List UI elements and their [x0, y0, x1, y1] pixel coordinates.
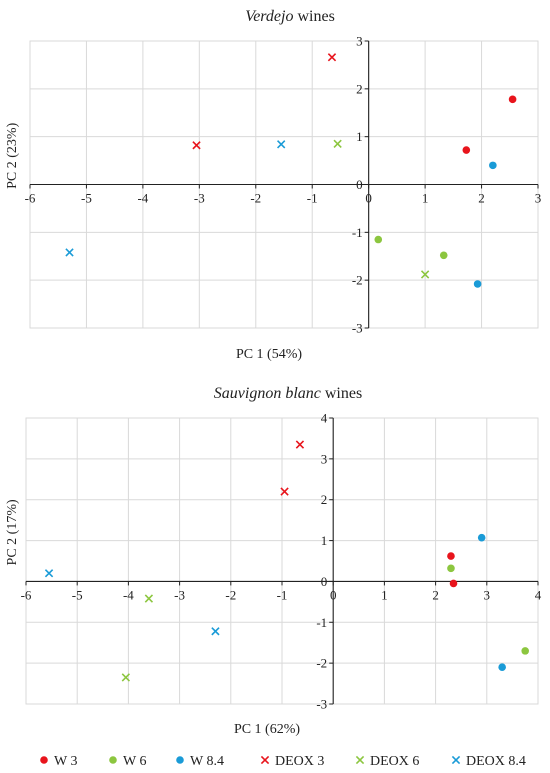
x-tick-label: -4 [137, 191, 148, 206]
data-point-deox84 [44, 569, 54, 578]
data-point-deox3 [192, 141, 201, 150]
x-tick-label: 1 [422, 191, 429, 206]
legend-label-w6: W 6 [123, 754, 146, 769]
data-point-w6 [439, 251, 448, 260]
x-axis-title: PC 1 (54%) [236, 347, 302, 362]
chart-title: Sauvignon blanc wines [214, 385, 362, 402]
y-tick-label: 1 [321, 533, 328, 548]
x-tick-label: -2 [225, 587, 236, 602]
data-point-deox3 [327, 53, 337, 62]
legend-marker-w3 [40, 756, 48, 764]
x-tick-label: -3 [194, 191, 205, 206]
y-tick-label: 4 [321, 411, 328, 426]
x-tick-label: 3 [484, 587, 491, 602]
y-axis-title: PC 2 (17%) [5, 499, 20, 565]
x-tick-label: -6 [25, 191, 36, 206]
y-tick-label: 0 [321, 574, 328, 589]
x-tick-label: 4 [535, 587, 542, 602]
data-point-w3 [447, 552, 455, 560]
legend-item-w3: W 3 [40, 754, 77, 769]
data-point-w3 [462, 146, 471, 154]
legend-label-deox3: DEOX 3 [275, 754, 324, 769]
legend-label-w84: W 8.4 [190, 754, 224, 769]
y-tick-label: -1 [352, 225, 363, 240]
legend-label-deox84: DEOX 8.4 [466, 754, 526, 769]
legend-item-deox3: DEOX 3 [260, 754, 324, 769]
chart-title-italic: Sauvignon blanc [214, 385, 321, 402]
x-tick-label: -3 [174, 587, 185, 602]
legend-marker-deox3 [260, 755, 270, 765]
data-point-w6 [447, 564, 455, 573]
data-point-deox3 [295, 440, 305, 449]
y-tick-label: 2 [356, 81, 363, 96]
data-point-w3 [449, 579, 458, 588]
data-point-deox84 [211, 627, 220, 636]
legend-item-deox6: DEOX 6 [355, 754, 419, 769]
x-tick-label: 1 [381, 587, 388, 602]
data-point-w84 [489, 161, 497, 170]
data-point-deox6 [121, 673, 131, 682]
legend-marker-deox84 [451, 755, 461, 765]
data-point-deox84 [277, 140, 286, 149]
chart-title-rest: wines [293, 8, 334, 25]
y-tick-label: 2 [321, 492, 328, 507]
data-point-w3 [508, 95, 517, 104]
x-tick-label: 2 [432, 587, 439, 602]
x-tick-label: 0 [330, 587, 337, 602]
chart-title: Verdejo wines [245, 8, 335, 25]
y-axis-title: PC 2 (23%) [5, 122, 20, 188]
data-point-deox6 [333, 139, 342, 149]
data-point-deox84 [65, 248, 74, 257]
legend-marker-w6 [109, 756, 117, 764]
x-tick-label: -5 [81, 191, 92, 206]
x-tick-label: -4 [123, 587, 134, 602]
y-tick-label: 3 [321, 451, 328, 466]
data-point-w6 [521, 647, 529, 655]
legend: W 3 W 6 W 8.4 DEOX 3 DEOX 6 DEOX 8.4 [40, 754, 526, 769]
x-tick-label: -5 [72, 587, 83, 602]
y-tick-label: -3 [316, 697, 327, 712]
y-tick-label: 1 [356, 129, 363, 144]
y-tick-label: -3 [352, 321, 363, 336]
data-point-deox6 [420, 270, 430, 279]
chart-title-italic: Verdejo [245, 8, 293, 25]
y-tick-label: -2 [316, 656, 327, 671]
data-point-w6 [374, 235, 383, 244]
legend-marker-w84 [176, 756, 184, 764]
x-tick-label: -1 [277, 587, 288, 602]
legend-marker-deox6 [355, 755, 365, 765]
x-tick-label: 2 [478, 191, 485, 206]
y-tick-label: -2 [352, 273, 363, 288]
data-point-deox6 [144, 594, 154, 603]
legend-item-deox84: DEOX 8.4 [451, 754, 526, 769]
x-tick-label: -6 [21, 587, 32, 602]
legend-label-deox6: DEOX 6 [370, 754, 419, 769]
x-tick-label: -1 [307, 191, 318, 206]
chart-title-rest: wines [321, 385, 362, 402]
data-point-deox3 [280, 487, 289, 496]
x-tick-label: 3 [535, 191, 542, 206]
data-point-w84 [473, 280, 482, 288]
y-tick-label: -1 [316, 615, 327, 630]
legend-item-w6: W 6 [109, 754, 146, 769]
data-point-w84 [498, 663, 506, 672]
x-axis-title: PC 1 (62%) [234, 722, 300, 737]
x-tick-label: -2 [250, 191, 261, 206]
y-tick-label: 0 [356, 177, 363, 192]
legend-label-w3: W 3 [54, 754, 77, 769]
verdejo-chart: -6 -5 -4 -3 -2 -1 0 1 2 3 -3 -2 -1 0 1 2 3 Verdejo wines P… [5, 8, 541, 362]
y-tick-label: 3 [356, 34, 363, 49]
data-point-w84 [477, 533, 486, 542]
x-tick-label: 0 [365, 191, 372, 206]
legend-item-w84: W 8.4 [176, 754, 224, 769]
